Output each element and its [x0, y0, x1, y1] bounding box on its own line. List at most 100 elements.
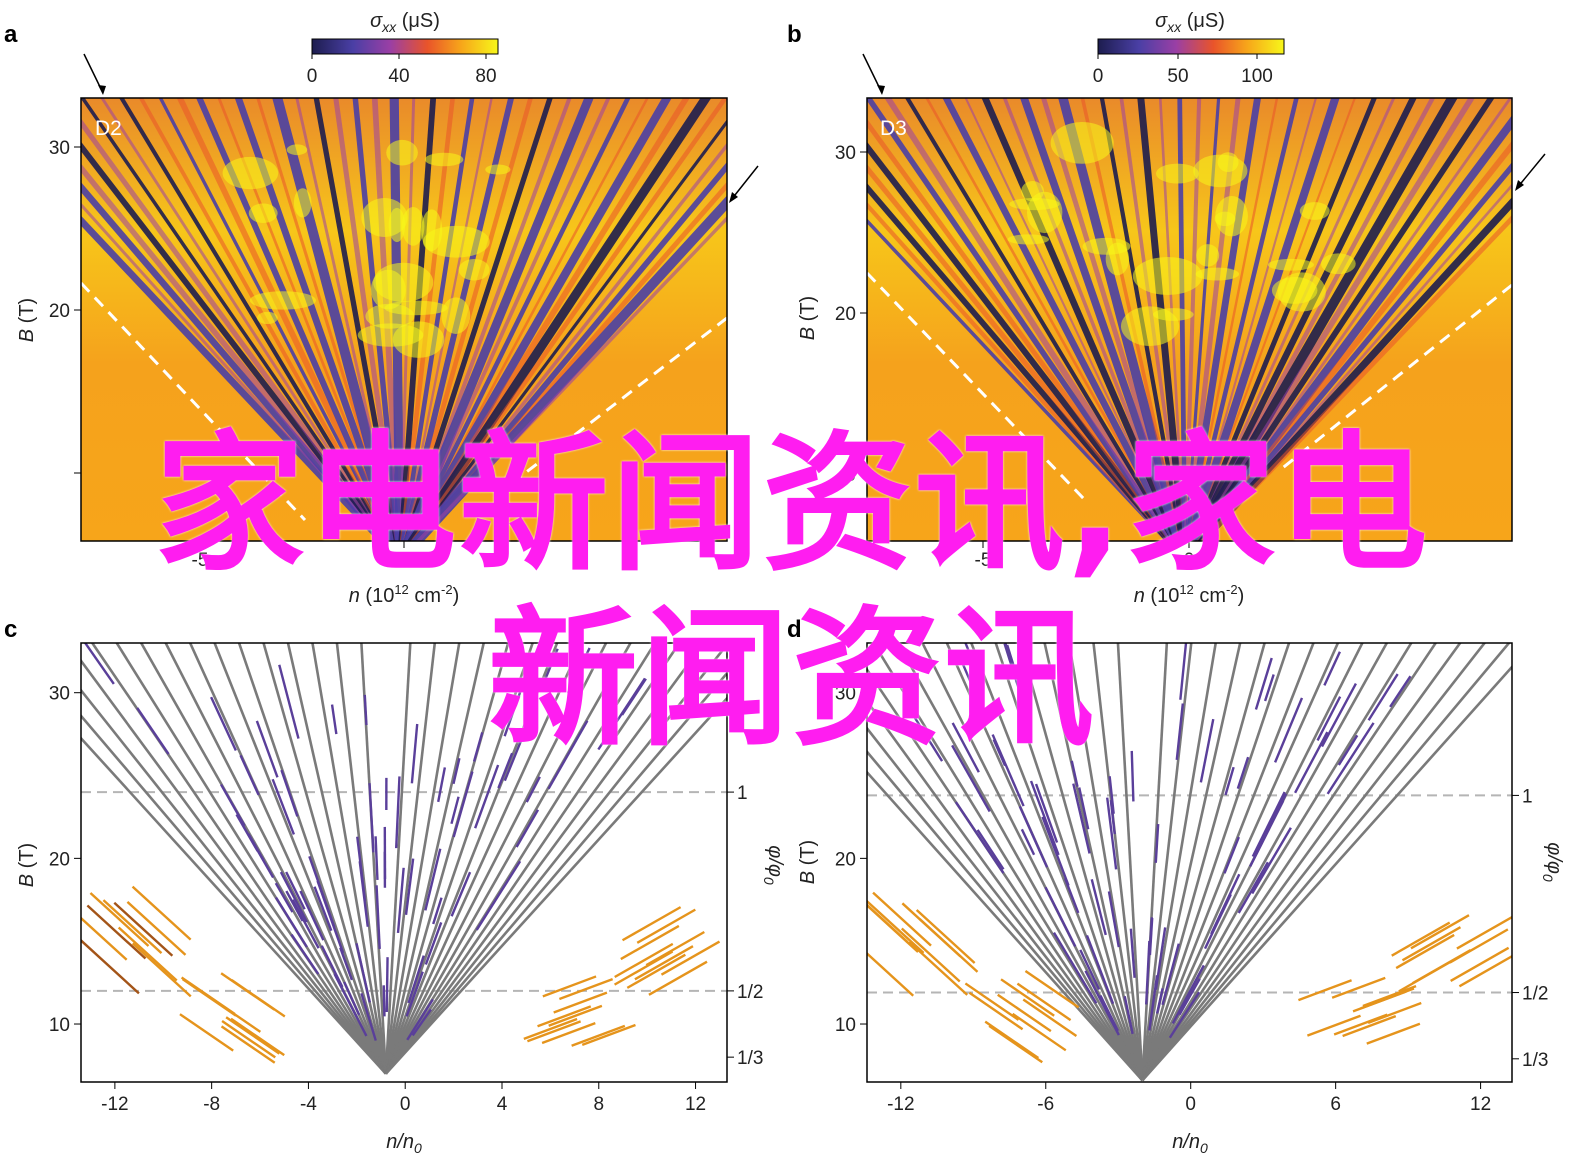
- heatmap-a-stripe: [138, 98, 392, 541]
- xlabel-d: n/n0: [1172, 1131, 1208, 1156]
- colorbar-b: σxx (μS) 0 50 100: [1093, 10, 1285, 87]
- fan-segment-d: [991, 734, 1025, 807]
- heatmap-b-bright-patch: [1007, 234, 1050, 245]
- orange-segment-d: [1000, 978, 1055, 1017]
- fan-segment-d: [1273, 697, 1304, 763]
- ytick-d: 30: [835, 684, 856, 705]
- fan-segment-d: [1254, 657, 1273, 710]
- fan-segment-d: [1105, 797, 1118, 870]
- right-tick-d: 1/2: [1522, 984, 1548, 1005]
- orange-segment-c: [113, 901, 174, 957]
- fan-segment-c: [385, 957, 389, 1013]
- fan-segment-c: [396, 867, 405, 934]
- fan-segment-c: [405, 971, 424, 1017]
- fan-line-d: [1116, 643, 1144, 1081]
- orange-segment-d: [867, 903, 919, 953]
- xtick-d: -12: [887, 1094, 914, 1115]
- fan-line-c: [384, 643, 535, 1075]
- fan-line-c: [115, 643, 387, 1075]
- orange-segment-d: [901, 902, 962, 958]
- fan-segment-d: [1237, 861, 1269, 914]
- orange-segment-c: [541, 1022, 596, 1045]
- fan-segment-d: [1199, 718, 1215, 783]
- orange-segment-c: [81, 916, 128, 961]
- fan-segment-d: [1263, 674, 1275, 702]
- fan-segment-d: [1085, 934, 1115, 1005]
- heatmap-b-bright-patch: [1050, 121, 1114, 164]
- fan-segment-c: [410, 723, 419, 784]
- orange-segment-d: [1011, 1012, 1067, 1052]
- fan-segment-c: [497, 752, 514, 789]
- orange-segment-c: [230, 1017, 285, 1057]
- fan-line-d: [1141, 643, 1438, 1082]
- heatmap-b-stripe: [1186, 98, 1340, 541]
- fan-segment-d: [1108, 776, 1115, 814]
- fan-segment-d: [1178, 978, 1201, 1016]
- fan-segment-d: [1018, 805, 1049, 868]
- orange-segment-d: [1401, 926, 1462, 962]
- fan-segment-c: [544, 648, 559, 680]
- orange-segment-c: [225, 1016, 281, 1055]
- orange-segment-d: [1395, 933, 1455, 970]
- fan-segment-c: [343, 981, 361, 1016]
- inset-label-a: D2: [95, 117, 122, 140]
- fan-segment-c: [136, 707, 170, 755]
- fan-segment-c: [621, 678, 647, 716]
- xtick-d: 12: [1470, 1094, 1491, 1115]
- heatmap-b-stripe: [1190, 98, 1356, 541]
- fan-segment-d: [1099, 995, 1120, 1032]
- heatmap-a-stripe: [81, 215, 387, 541]
- heatmap-b-bright-patch: [1082, 237, 1131, 255]
- inset-label-b: D3: [880, 117, 907, 140]
- fan-line-d: [1067, 643, 1144, 1081]
- fan-line-d: [1018, 643, 1144, 1081]
- fan-segment-c: [503, 712, 534, 782]
- orange-segment-c: [542, 975, 597, 998]
- fan-segment-d: [1320, 682, 1357, 748]
- fan-segment-c: [382, 985, 386, 1017]
- fan-line-c: [384, 643, 632, 1075]
- fan-segment-d: [1161, 943, 1180, 1006]
- fan-line-c: [81, 658, 387, 1075]
- fan-segment-c: [374, 836, 379, 880]
- orange-segment-d: [872, 891, 932, 947]
- fan-segment-d: [1109, 800, 1116, 835]
- fan-segment-d: [1052, 932, 1098, 1004]
- heatmap-a-stripe: [295, 98, 398, 541]
- fan-line-d: [1141, 643, 1487, 1082]
- heatmap-b-bright-patch: [1196, 244, 1220, 267]
- fan-line-c: [384, 643, 706, 1075]
- fan-line-d: [1141, 643, 1193, 1081]
- fan-segment-c: [274, 896, 308, 948]
- fan-segment-d: [1294, 731, 1329, 794]
- fan-line-d: [872, 643, 1144, 1082]
- orange-segment-c: [581, 1023, 636, 1047]
- orange-segment-d: [867, 899, 925, 954]
- fan-segment-c: [503, 673, 528, 737]
- xtick-c: 4: [497, 1094, 508, 1115]
- fan-segment-c: [474, 764, 500, 829]
- orange-segment-d: [1449, 928, 1509, 964]
- fan-line-c: [384, 643, 727, 1075]
- heatmap-a-bright-patch: [424, 152, 464, 167]
- heatmap-a-stripe: [272, 98, 401, 541]
- ytick-b-0: 0: [845, 465, 856, 486]
- heatmap-a-bright-patch: [257, 311, 278, 325]
- orange-segment-c: [179, 1013, 234, 1052]
- heatmap-a-stripe: [402, 98, 594, 541]
- fan-line-c: [384, 643, 583, 1075]
- ytick-d: 10: [835, 1015, 856, 1036]
- xtick-c: 12: [685, 1094, 706, 1115]
- fan-line-c: [237, 643, 388, 1075]
- fan-segment-c: [475, 860, 522, 931]
- orange-segment-d: [968, 991, 1024, 1031]
- heatmap-b-bright-patch: [1195, 267, 1240, 281]
- heatmap-a-stripe: [406, 98, 611, 541]
- right-label-c: φ/φ0: [761, 845, 786, 885]
- xlabel-a: n (1012 cm-2): [349, 582, 460, 607]
- heatmap-b-stripe: [867, 141, 1175, 541]
- heatmap-b-stripe: [1190, 98, 1417, 541]
- heatmap-b-stripe: [884, 98, 1177, 541]
- heatmap-a-stripe: [81, 98, 390, 541]
- heatmap-a-stripe: [333, 98, 400, 541]
